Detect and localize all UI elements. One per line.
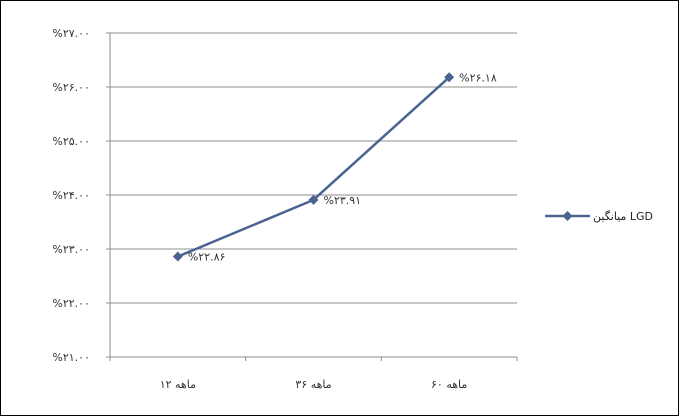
- x-tick-label: ۱۲ ماهه: [160, 378, 196, 391]
- y-axis-tick-labels: %۲۱.۰۰ %۲۲.۰۰ %۲۳.۰۰ %۲۴.۰۰ %۲۵.۰۰ %۲۶.۰۰ %۲۷.…: [52, 27, 90, 364]
- x-tick-label: ۳۶ ماهه: [295, 378, 331, 391]
- axes: [106, 32, 518, 361]
- y-tick-label: %۲۱.۰۰: [52, 351, 90, 364]
- data-label: %۲۳.۹۱: [324, 194, 362, 207]
- data-point-marker: [172, 251, 183, 262]
- data-point-marker: [444, 72, 455, 83]
- y-tick-label: %۲۶.۰۰: [52, 81, 90, 94]
- data-label: %۲۲.۸۶: [188, 251, 226, 264]
- y-tick-label: %۲۵.۰۰: [52, 135, 90, 148]
- data-label: %۲۶.۱۸: [459, 71, 497, 84]
- series-group: %۲۲.۸۶ %۲۳.۹۱ %۲۶.۱۸: [172, 71, 497, 264]
- x-tick-label: ۶۰ ماهه: [431, 378, 467, 391]
- y-tick-label: %۲۷.۰۰: [52, 27, 90, 40]
- gridlines: [110, 32, 517, 304]
- x-axis-tick-labels: ۱۲ ماهه ۳۶ ماهه ۶۰ ماهه: [160, 378, 468, 391]
- legend-marker: [562, 211, 573, 221]
- legend: میانگین LGD: [545, 210, 653, 223]
- y-tick-label: %۲۳.۰۰: [52, 243, 90, 256]
- y-tick-label: %۲۴.۰۰: [52, 189, 90, 202]
- legend-label: میانگین LGD: [593, 210, 653, 223]
- data-point-marker: [308, 194, 319, 205]
- series-line: [177, 76, 451, 258]
- y-tick-label: %۲۲.۰۰: [52, 297, 90, 310]
